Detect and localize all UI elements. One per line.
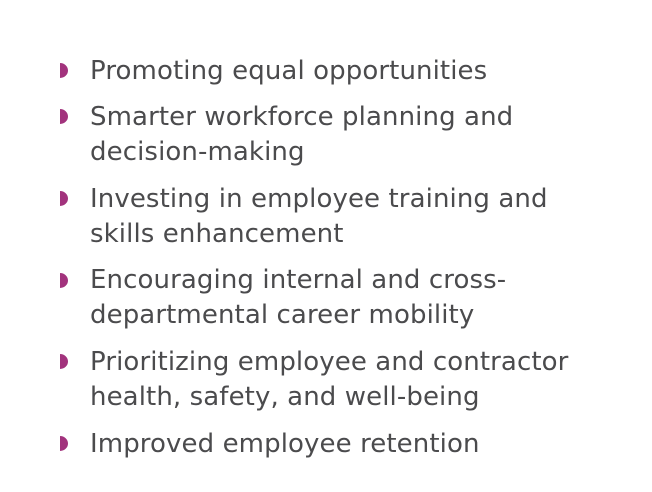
half-circle-bullet-icon xyxy=(60,273,68,288)
list-item-line: Prioritizing employee and contractor xyxy=(90,347,569,377)
list-item-line: skills enhancement xyxy=(90,219,344,249)
list-item-text: Promoting equal opportunities xyxy=(90,54,640,89)
list-item-text: Prioritizing employee and contractor hea… xyxy=(90,345,640,415)
half-circle-bullet-icon xyxy=(60,354,68,369)
list-item-line: health, safety, and well-being xyxy=(90,382,480,412)
list-item-text: Encouraging internal and cross- departme… xyxy=(90,263,640,333)
half-circle-bullet-icon xyxy=(60,436,68,451)
list-item-line: departmental career mobility xyxy=(90,300,475,330)
list-item-line: decision-making xyxy=(90,137,305,167)
list-item-text: Investing in employee training and skill… xyxy=(90,182,640,252)
half-circle-bullet-icon xyxy=(60,191,68,206)
half-circle-bullet-icon xyxy=(60,109,68,124)
list-item-line: Investing in employee training and xyxy=(90,184,548,214)
half-circle-bullet-icon xyxy=(60,63,68,78)
list-item-line: Promoting equal opportunities xyxy=(90,56,488,86)
list-item-text: Improved employee retention xyxy=(90,427,640,462)
list-item-text: Smarter workforce planning and decision-… xyxy=(90,100,640,170)
list-item-line: Improved employee retention xyxy=(90,429,480,459)
list-item-line: Smarter workforce planning and xyxy=(90,102,514,132)
list-item-line: Encouraging internal and cross- xyxy=(90,265,507,295)
